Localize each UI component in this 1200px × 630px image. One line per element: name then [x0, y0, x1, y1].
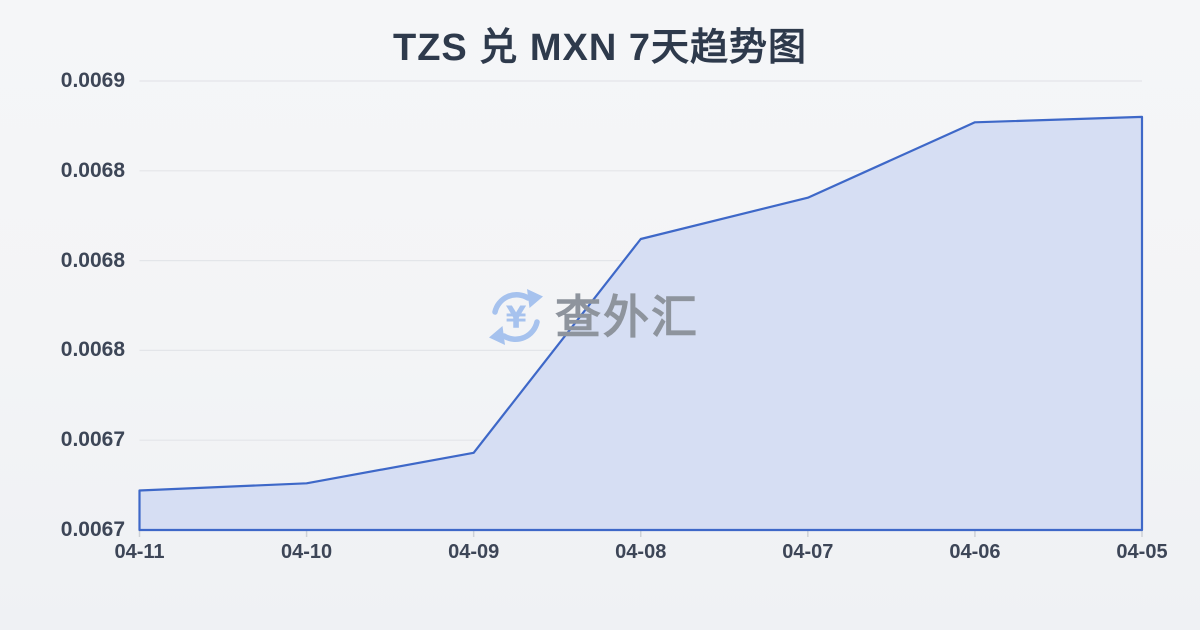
- y-axis-label: 0.0067: [60, 518, 125, 541]
- svg-text:¥: ¥: [506, 301, 527, 336]
- x-axis-label: 04-06: [949, 541, 1001, 563]
- y-axis-label: 0.0068: [60, 158, 125, 182]
- x-axis-label: 04-10: [281, 541, 333, 563]
- watermark: ¥ 查外汇: [486, 286, 699, 348]
- currency-exchange-icon: ¥: [489, 289, 543, 345]
- x-axis-label: 04-11: [114, 541, 165, 563]
- x-axis-label: 04-05: [1116, 541, 1168, 563]
- y-axis-label: 0.0068: [60, 338, 125, 362]
- watermark-text: 查外汇: [555, 291, 699, 343]
- x-axis-label: 04-07: [782, 541, 834, 563]
- chart-title: TZS 兑 MXN 7天趋势图: [392, 27, 808, 69]
- x-axis-label: 04-08: [615, 541, 667, 563]
- x-axis-label: 04-09: [448, 541, 500, 563]
- y-axis-label: 0.0067: [60, 428, 125, 452]
- y-axis-label: 0.0068: [60, 248, 125, 272]
- y-axis-label: 0.0069: [60, 69, 125, 92]
